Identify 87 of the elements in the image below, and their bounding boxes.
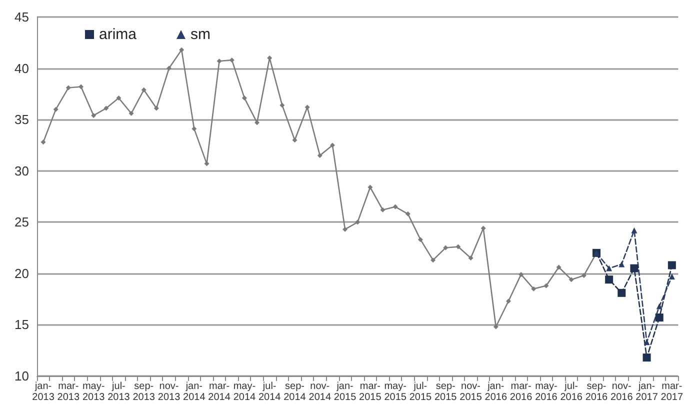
x-tick-label: sep- 2015 (434, 381, 458, 403)
point (154, 106, 159, 111)
legend-label: sm (190, 26, 211, 43)
x-tick-label: jul- 2016 (560, 381, 583, 403)
point (342, 226, 348, 232)
point (116, 96, 122, 101)
point (605, 276, 614, 284)
x-tick-label: mar- 2016 (510, 381, 533, 403)
point (280, 102, 285, 108)
point (355, 220, 360, 225)
x-tick-label: mar- 2013 (57, 381, 80, 403)
point (104, 106, 109, 111)
point (40, 140, 46, 145)
point (531, 286, 536, 292)
x-tick-label: mar- 2015 (359, 381, 382, 403)
point (518, 272, 524, 277)
x-tick-label: jan- 2016 (484, 381, 508, 403)
point (606, 265, 612, 272)
point (304, 104, 310, 110)
point (418, 237, 423, 242)
point (229, 58, 234, 63)
point (368, 184, 373, 190)
y-tick-label: 25 (14, 214, 29, 230)
point (192, 126, 197, 132)
x-tick-label: may- 2013 (82, 381, 106, 403)
x-tick-label: mar- 2017 (660, 381, 684, 403)
x-tick-label: nov- 2015 (460, 381, 482, 403)
x-tick-label: nov- 2013 (158, 381, 181, 403)
point (655, 314, 664, 322)
y-tick-label: 30 (14, 163, 29, 178)
point (216, 58, 222, 64)
point (456, 244, 461, 250)
point (141, 87, 146, 92)
point (656, 303, 662, 310)
point (668, 274, 675, 280)
point (618, 288, 626, 297)
point (242, 96, 247, 101)
legend-label: arima (99, 26, 138, 43)
x-tick-label: mar- 2014 (208, 381, 231, 403)
x-tick-label: sep- 2014 (284, 381, 306, 403)
y-tick-label: 40 (14, 60, 29, 76)
x-tick-label: nov- 2014 (308, 381, 332, 403)
point (544, 283, 549, 288)
x-tick-label: may- 2016 (535, 381, 558, 403)
x-tick-label: jan- 2014 (183, 381, 206, 403)
point (668, 261, 676, 270)
point (443, 245, 448, 250)
point (53, 106, 58, 112)
x-tick-label: jan- 2013 (32, 381, 55, 403)
point (392, 204, 398, 210)
point (330, 142, 335, 148)
point (506, 298, 511, 304)
point (179, 47, 184, 52)
point (556, 264, 562, 270)
x-tick-label: jul- 2014 (258, 381, 282, 403)
point (405, 211, 410, 216)
point (78, 84, 84, 90)
point (644, 339, 650, 346)
point (166, 66, 172, 71)
point (292, 138, 298, 143)
point (66, 85, 71, 90)
y-tick-label: 35 (14, 112, 29, 128)
x-tick-label: nov- 2016 (610, 381, 634, 403)
x-tick-label: sep- 2013 (132, 381, 156, 403)
point (568, 277, 574, 282)
point (91, 112, 96, 118)
y-tick-label: 20 (14, 266, 29, 281)
point (581, 272, 586, 278)
x-tick-label: may- 2014 (233, 381, 256, 403)
y-tick-label: 10 (14, 368, 29, 384)
x-tick-label: jan- 2015 (334, 381, 357, 403)
y-tick-label: 15 (14, 317, 29, 332)
point (317, 152, 322, 158)
point (128, 110, 134, 116)
x-tick-label: jan- 2017 (636, 381, 658, 403)
x-tick-label: jul- 2015 (409, 381, 432, 403)
point (630, 264, 638, 272)
point (430, 258, 436, 263)
point (380, 207, 386, 212)
y-tick-label: 45 (14, 10, 29, 24)
point (618, 261, 625, 268)
point (642, 354, 651, 362)
x-tick-label: sep- 2016 (585, 381, 608, 403)
x-tick-label: jul- 2013 (108, 381, 130, 403)
x-tick-label: may- 2015 (384, 381, 407, 403)
point (631, 227, 638, 234)
point (468, 256, 474, 261)
